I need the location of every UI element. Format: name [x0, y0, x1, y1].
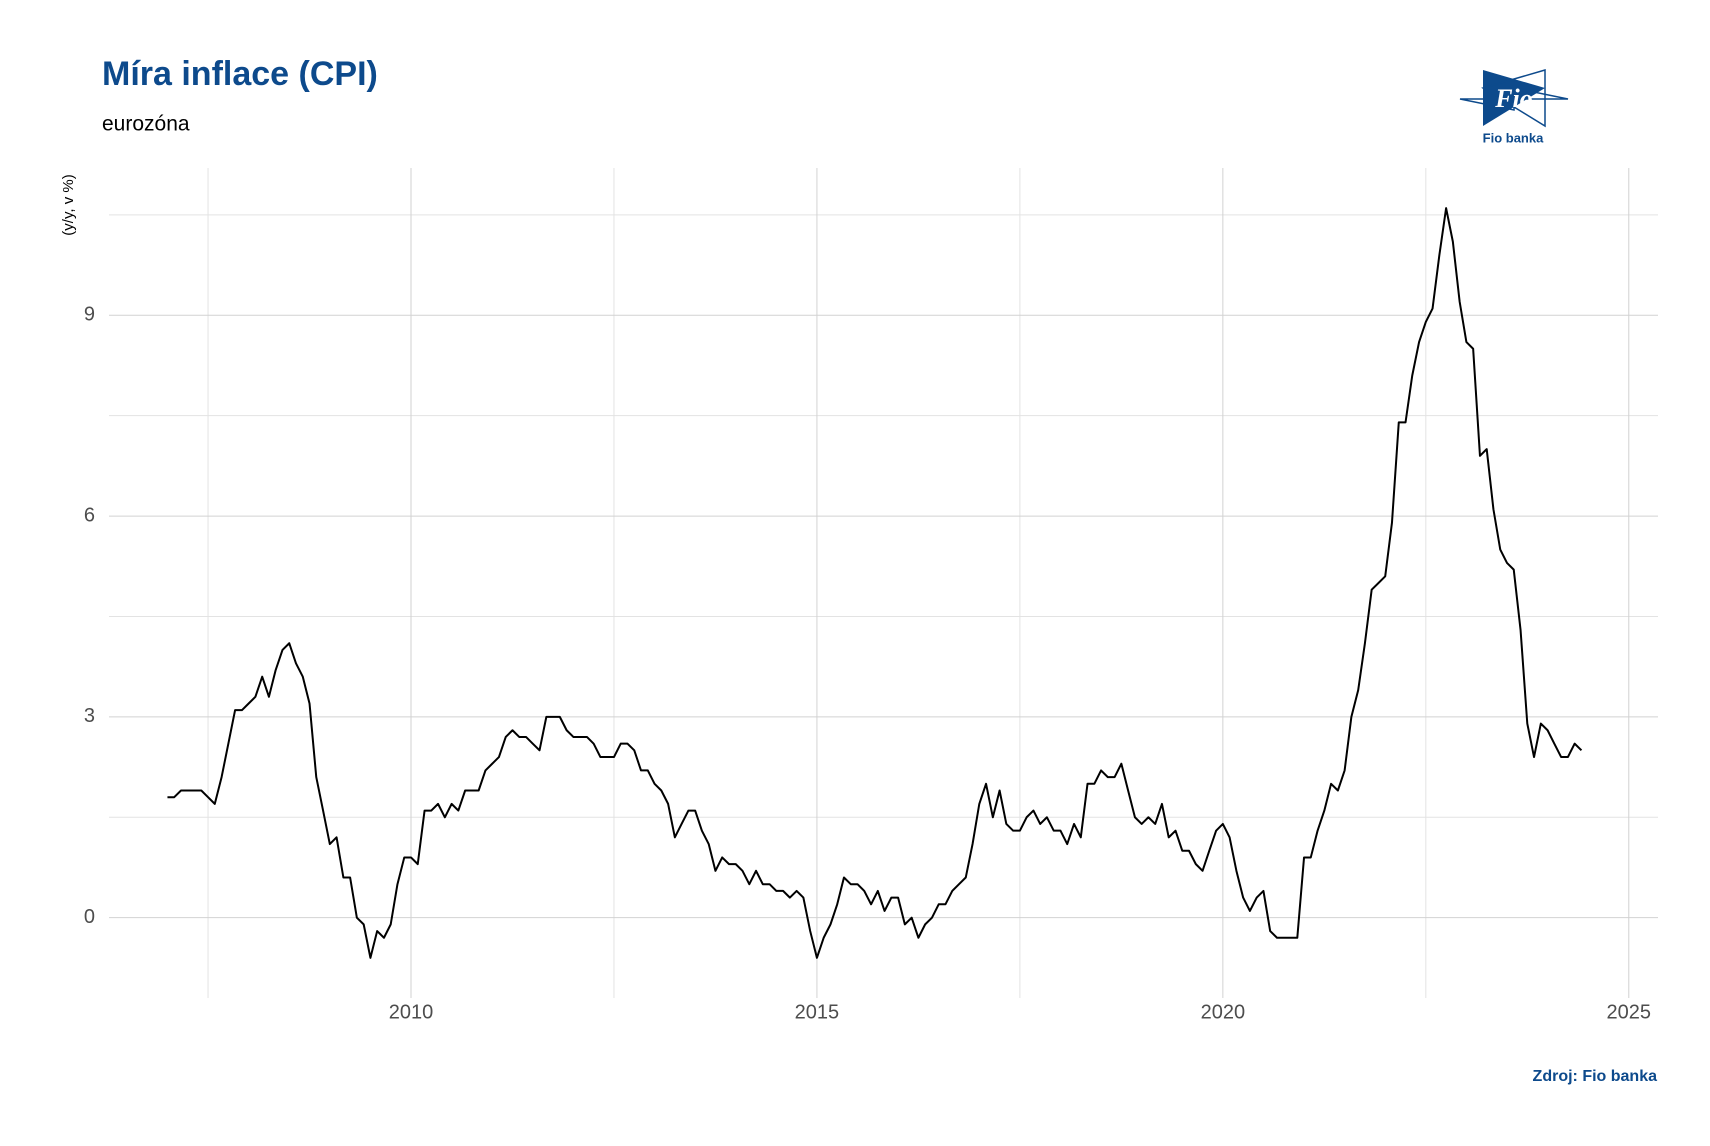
chart-subtitle: eurozóna: [102, 113, 190, 136]
logo-mark: Fio: [1494, 84, 1533, 113]
chart-title: Míra inflace (CPI): [102, 55, 378, 93]
y-tick-label: 0: [84, 906, 95, 928]
y-tick-label: 6: [84, 504, 95, 526]
x-tick-label: 2015: [795, 1001, 840, 1023]
logo: Fio Fio banka: [1459, 69, 1569, 145]
x-tick-label: 2025: [1607, 1001, 1652, 1023]
data-line: [167, 207, 1583, 959]
source: Zdroj: Fio banka: [1533, 1068, 1658, 1085]
x-tick-label: 2010: [389, 1001, 434, 1023]
y-tick-label: 3: [84, 705, 95, 727]
y-axis-title: (y/y, v %): [60, 174, 77, 235]
logo-outline: [1481, 69, 1546, 128]
y-tick-label: 9: [84, 304, 95, 326]
x-tick-label: 2020: [1201, 1001, 1246, 1023]
logo-name: Fio banka: [1483, 130, 1544, 145]
